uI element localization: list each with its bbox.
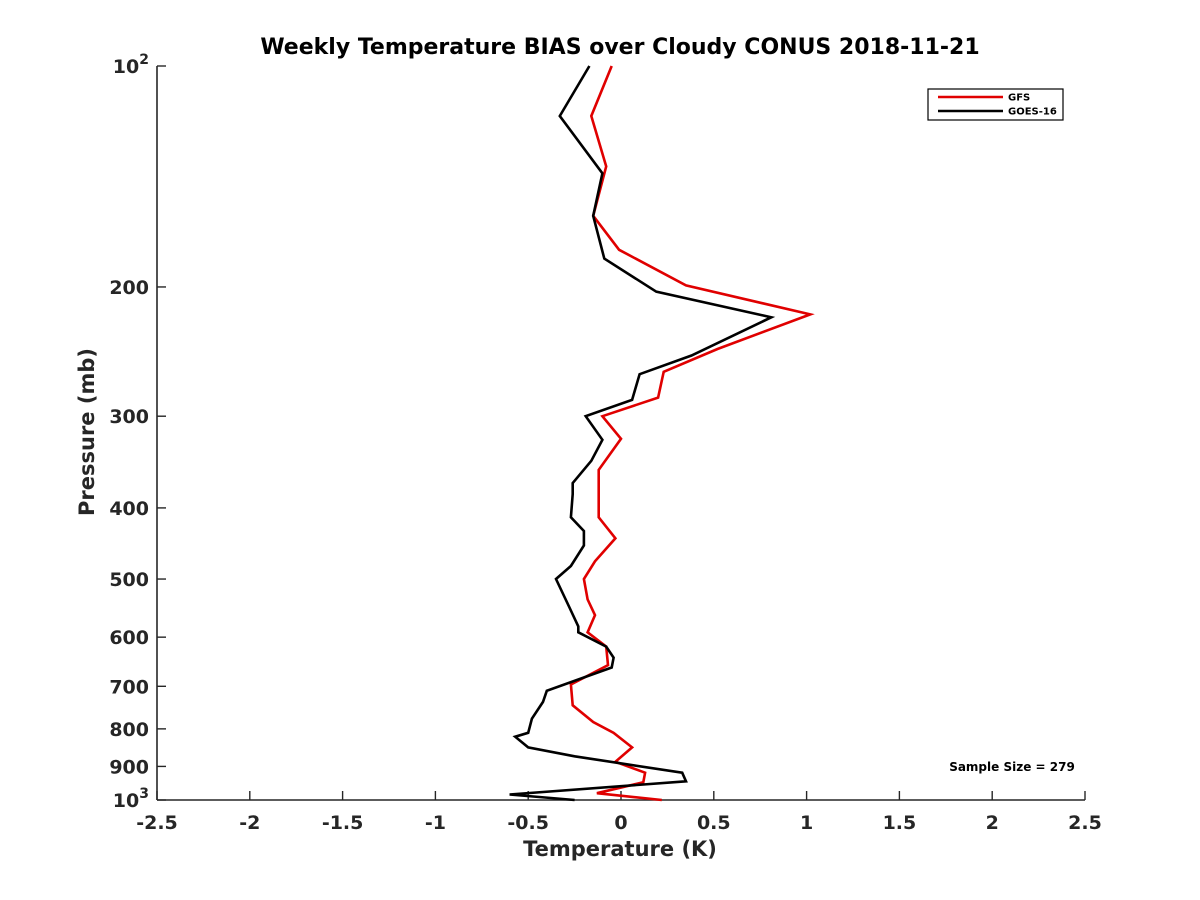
y-tick-label: 400 xyxy=(109,498,149,520)
x-tick-label: -2.5 xyxy=(136,812,178,834)
series-line-goes-16 xyxy=(509,65,776,802)
y-tick-label: 103 xyxy=(113,786,149,812)
y-tick-label: 700 xyxy=(109,676,149,698)
x-axis-label: Temperature (K) xyxy=(523,837,717,861)
x-tick-label: 0.5 xyxy=(697,812,731,834)
y-tick-label: 102 xyxy=(113,52,149,78)
x-tick-label: 2 xyxy=(986,812,999,834)
y-tick-label: 900 xyxy=(109,756,149,778)
y-tick-label: 300 xyxy=(109,406,149,428)
series-line-gfs xyxy=(569,65,815,802)
x-tick-label: 2.5 xyxy=(1068,812,1102,834)
legend-label-goes-16: GOES-16 xyxy=(1008,107,1057,118)
x-tick-label: -1.5 xyxy=(322,812,364,834)
y-axis-label: Pressure (mb) xyxy=(75,348,99,516)
sample-size-annotation: Sample Size = 279 xyxy=(949,760,1075,774)
x-tick-label: 1.5 xyxy=(883,812,917,834)
chart-title: Weekly Temperature BIAS over Cloudy CONU… xyxy=(260,35,979,60)
legend: GFS GOES-16 xyxy=(927,88,1064,121)
series-layer xyxy=(509,65,815,802)
x-tick-label: -2 xyxy=(239,812,260,834)
y-tick-label: 200 xyxy=(109,277,149,299)
y-tick-label: 500 xyxy=(109,569,149,591)
y-tick-label: 600 xyxy=(109,627,149,649)
x-tick-label: 1 xyxy=(800,812,813,834)
x-tick-label: -0.5 xyxy=(507,812,549,834)
legend-label-gfs: GFS xyxy=(1008,93,1030,104)
y-tick-label: 800 xyxy=(109,719,149,741)
legend-box xyxy=(927,88,1064,121)
x-tick-label: 0 xyxy=(614,812,627,834)
x-tick-label: -1 xyxy=(425,812,446,834)
axes: -2.5 -2 -1.5 -1 -0.5 0 0.5 1 1.5 2 2.5 102 200 300 400… xyxy=(109,52,1102,834)
